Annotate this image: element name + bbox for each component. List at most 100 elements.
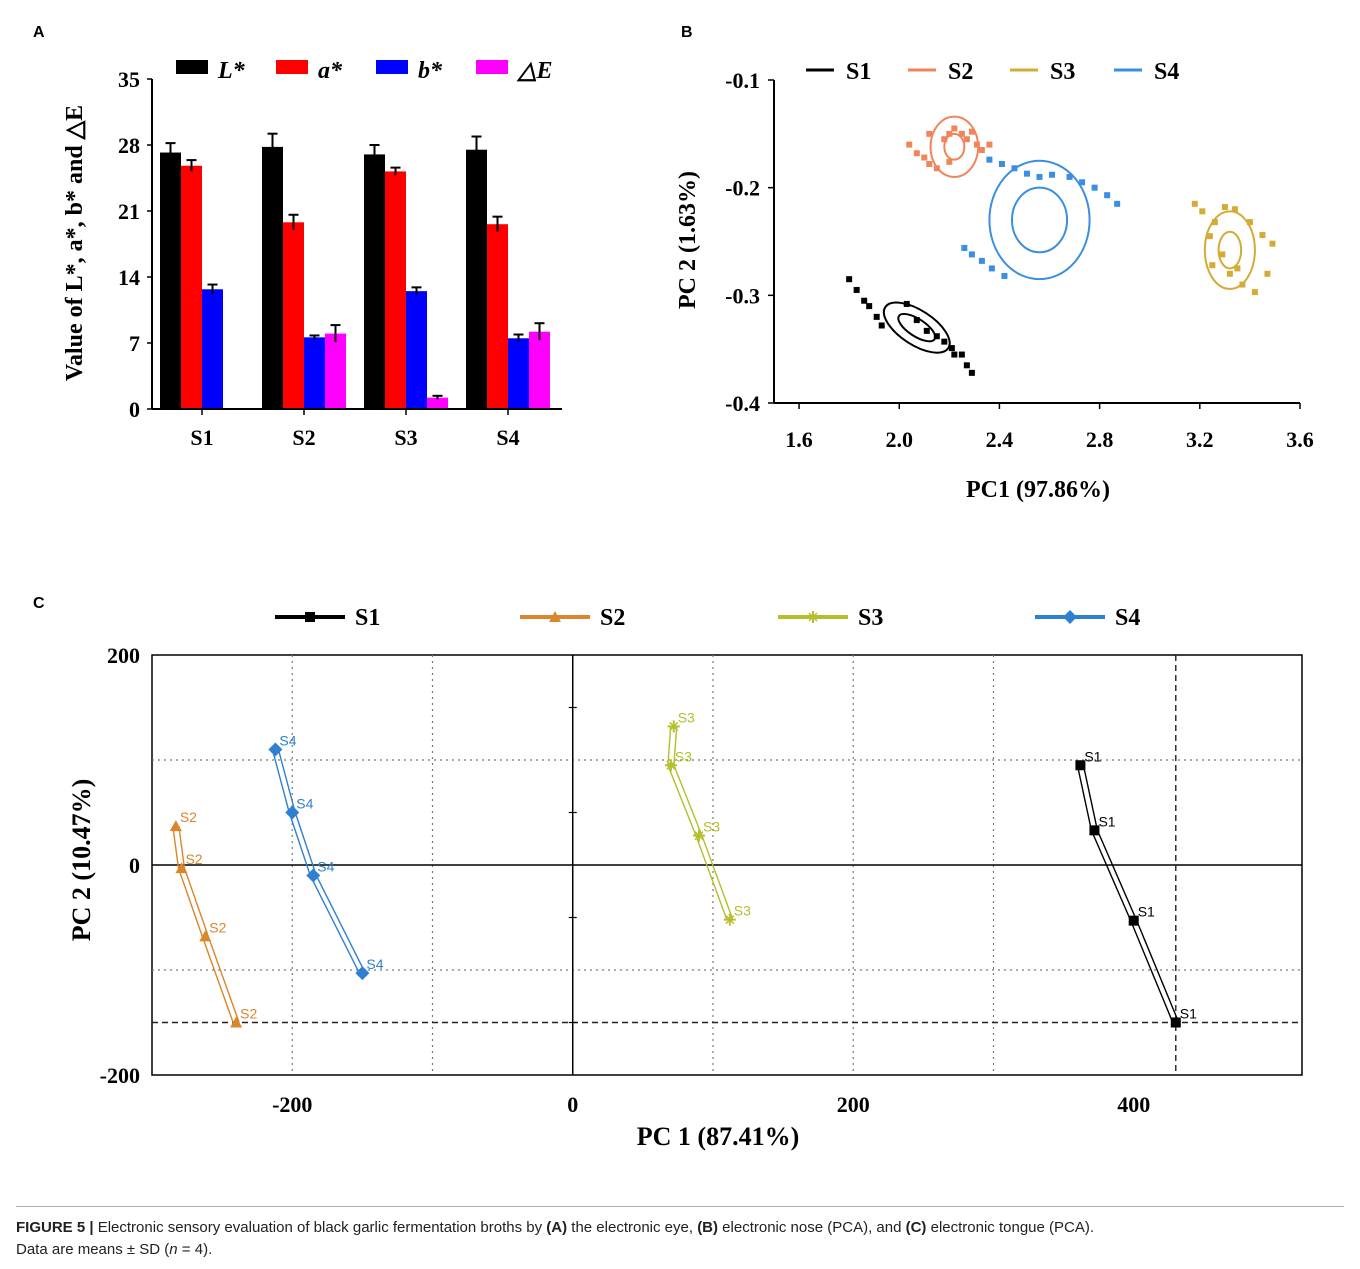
point-s1 [951, 351, 958, 358]
panel-a-legend: L* a* b* △E [176, 58, 552, 84]
point-s2 [946, 158, 953, 165]
point-s3 [1199, 208, 1206, 215]
point-s2 [199, 930, 212, 942]
panel-a-y-tick-label: 0 [129, 397, 140, 422]
caption-text-1: Electronic sensory evaluation of black g… [93, 1219, 547, 1236]
point-s3 [1206, 233, 1213, 240]
panel-label-a: A [33, 24, 45, 41]
point-label-s1: S1 [1180, 1006, 1197, 1022]
point-label-s4: S4 [296, 796, 313, 812]
point-s1 [878, 322, 885, 329]
point-s3 [1209, 262, 1216, 269]
point-label-s1: S1 [1098, 813, 1115, 829]
point-s4 [998, 160, 1005, 167]
caption-ref-a: (A) [546, 1219, 568, 1236]
point-s2 [946, 130, 953, 137]
legend-swatch-b [376, 60, 408, 74]
bar-b-s2 [304, 337, 325, 409]
panel-b-x-tick-label: 3.6 [1286, 427, 1314, 452]
caption-text-2: the electronic eye, [567, 1219, 698, 1236]
point-label-s1: S1 [1084, 748, 1101, 764]
point-s3-d2 [725, 915, 735, 925]
bar-b-s3 [406, 291, 427, 409]
panel-b-ellipses [882, 115, 1256, 354]
point-s2 [968, 128, 975, 135]
point-s4 [1049, 171, 1056, 178]
legend-label-s1: S1 [355, 605, 380, 631]
series-line-s4 [271, 749, 360, 974]
point-s2 [978, 146, 985, 153]
panel-b-x-tick-label: 2.8 [1086, 427, 1114, 452]
panel-c-x-axis-label: PC 1 (87.41%) [637, 1122, 799, 1151]
panel-a-x-ticks: S1 S2 S3 S4 [190, 409, 520, 450]
series-line-s1 [1076, 765, 1174, 1023]
series-line-s2 [172, 826, 234, 1023]
point-s3 [1251, 289, 1258, 296]
confidence-ellipse-s1 [882, 301, 951, 354]
panel-a-bar-chart: L* a* b* △E Value of L*, a*, b* and △E 0… [62, 58, 562, 450]
legend-marker-s1 [305, 612, 315, 622]
point-s3 [1231, 206, 1238, 213]
point-label-s4: S4 [279, 733, 296, 749]
panel-a-y-tick-label: 14 [118, 265, 140, 290]
panel-a-x-tick-label: S2 [292, 425, 315, 450]
panel-b-y-tick-label: -0.4 [725, 391, 760, 416]
bar-l-s1 [160, 152, 181, 410]
point-s1 [913, 317, 920, 324]
panel-c-x-tick-label: 400 [1117, 1092, 1150, 1117]
point-s1 [873, 313, 880, 320]
point-s4 [1091, 184, 1098, 191]
legend-marker-s3 [807, 611, 819, 623]
point-s4 [1104, 192, 1111, 199]
panel-label-b: B [681, 24, 693, 41]
panel-c-x-tick-label: 0 [567, 1092, 578, 1117]
point-s2 [169, 820, 182, 832]
legend-label-b: b* [418, 58, 443, 84]
series-line-return-s1 [1082, 765, 1180, 1023]
point-label-s2: S2 [209, 919, 226, 935]
point-s1 [958, 351, 965, 358]
legend-label-s3: S3 [858, 605, 883, 631]
legend-swatch-de [476, 60, 508, 74]
confidence-ellipse-s2 [943, 132, 966, 161]
point-s3-d2 [694, 831, 704, 841]
panel-a-x-tick-label: S1 [190, 425, 213, 450]
bar-a-s2 [283, 222, 304, 409]
panel-c-y-tick-label: 200 [107, 643, 140, 668]
point-s1 [923, 327, 930, 334]
point-s4 [1114, 200, 1121, 207]
panel-c-x-tick-label: -200 [272, 1092, 312, 1117]
legend-swatch-l [176, 60, 208, 74]
point-s2 [951, 125, 958, 132]
legend-label-s4: S4 [1154, 59, 1179, 85]
bar-a-s3 [385, 171, 406, 409]
bar-l-s4 [466, 149, 487, 409]
confidence-ellipse-s1 [897, 312, 937, 343]
confidence-ellipse-s4 [1010, 186, 1069, 254]
point-s1 [963, 362, 970, 369]
point-s1 [933, 333, 940, 340]
legend-label-s1: S1 [846, 59, 871, 85]
legend-label-s4: S4 [1115, 605, 1140, 631]
point-label-s3: S3 [678, 709, 695, 725]
point-s2 [906, 141, 913, 148]
panel-c-ticks: -200 0 200 400 200 0 -200 [100, 643, 1151, 1117]
panel-a-y-tick-label: 35 [118, 67, 140, 92]
legend-marker-s4 [1063, 610, 1077, 624]
legend-label-a: a* [318, 58, 343, 84]
point-s2 [175, 862, 188, 874]
figure-caption: FIGURE 5 | Electronic sensory evaluation… [16, 1206, 1344, 1261]
point-s2 [986, 141, 993, 148]
point-label-s2: S2 [240, 1006, 257, 1022]
panel-c-y-tick-label: 0 [129, 853, 140, 878]
point-s3 [1264, 270, 1271, 277]
point-label-s2: S2 [180, 809, 197, 825]
point-s4 [1011, 165, 1018, 172]
point-label-s3: S3 [703, 819, 720, 835]
point-s1 [1170, 1017, 1181, 1028]
panel-a-y-ticks: 0 7 14 21 28 35 [118, 67, 152, 422]
legend-label-de: △E [516, 58, 552, 84]
point-s3 [1234, 265, 1241, 272]
point-s3 [1259, 232, 1266, 239]
point-label-s3: S3 [734, 903, 751, 919]
